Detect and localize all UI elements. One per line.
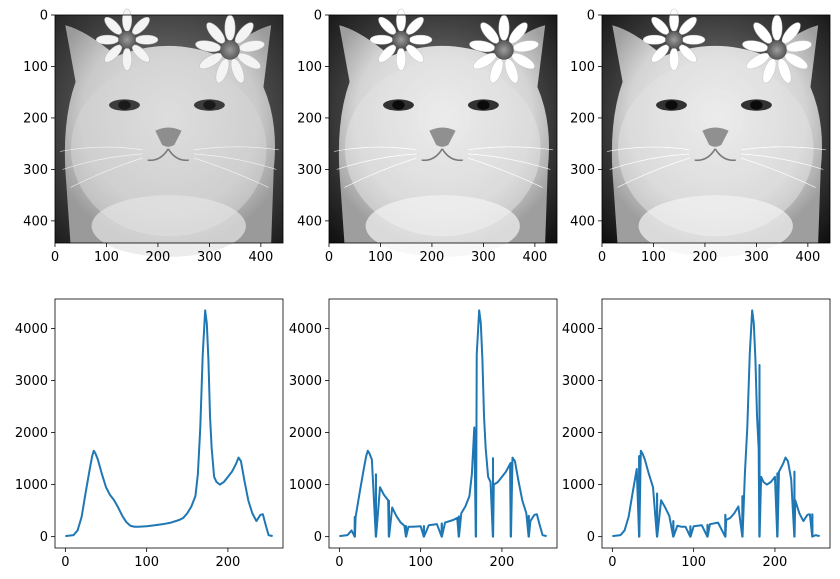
axes-frame: [601, 14, 831, 244]
x-tick-label: 0: [61, 555, 69, 570]
y-tick-label: 200: [297, 111, 322, 126]
x-tick-label: 0: [335, 555, 343, 570]
y-tick-label: 2000: [15, 426, 48, 441]
x-tick-label: 400: [795, 250, 820, 265]
y-tick-label: 300: [570, 163, 595, 178]
axes-frame: [54, 298, 284, 549]
histogram-line: [65, 309, 273, 538]
histogram-line: [339, 309, 547, 538]
y-tick-label: 4000: [15, 322, 48, 337]
x-tick-label: 0: [598, 250, 606, 265]
y-tick-label: 2000: [562, 426, 595, 441]
y-tick-label: 0: [314, 9, 322, 24]
cat-image: [54, 8, 284, 258]
x-tick-label: 200: [216, 555, 241, 570]
y-tick-label: 100: [570, 60, 595, 75]
axes-frame: [54, 14, 284, 244]
histogram-line: [612, 309, 820, 538]
axes-frame: [328, 14, 558, 244]
y-tick-label: 200: [570, 111, 595, 126]
x-tick-label: 200: [693, 250, 718, 265]
x-tick-label: 100: [368, 250, 393, 265]
y-tick-label: 400: [570, 214, 595, 229]
x-tick-label: 200: [763, 555, 788, 570]
x-tick-label: 0: [51, 250, 59, 265]
y-tick-label: 0: [587, 9, 595, 24]
y-tick-label: 4000: [562, 322, 595, 337]
x-tick-label: 200: [146, 250, 171, 265]
x-tick-label: 0: [325, 250, 333, 265]
x-tick-label: 400: [248, 250, 273, 265]
y-tick-label: 1000: [289, 478, 322, 493]
axes-frame: [328, 298, 558, 549]
image-panel-1: 0 100 200 300 400 0 100 200 300 400: [23, 8, 284, 265]
y-tick-label: 1000: [562, 478, 595, 493]
image-panel-3: 0 100 200 300 400 0 100 200 300 400: [570, 8, 831, 265]
y-tick-label: 3000: [289, 374, 322, 389]
x-tick-label: 0: [608, 555, 616, 570]
x-tick-label: 100: [641, 250, 666, 265]
y-tick-label: 1000: [15, 478, 48, 493]
y-tick-label: 100: [297, 60, 322, 75]
y-tick-label: 100: [23, 60, 48, 75]
x-tick-label: 300: [197, 250, 222, 265]
cat-image: [601, 8, 831, 258]
y-tick-label: 3000: [15, 374, 48, 389]
y-tick-label: 0: [40, 9, 48, 24]
x-tick-label: 100: [134, 555, 159, 570]
y-tick-label: 0: [40, 530, 48, 545]
axes-frame: [601, 298, 831, 549]
x-tick-label: 300: [471, 250, 496, 265]
y-tick-label: 300: [297, 163, 322, 178]
y-tick-label: 400: [297, 214, 322, 229]
x-tick-label: 200: [490, 555, 515, 570]
x-tick-label: 200: [420, 250, 445, 265]
image-panel-2: 0 100 200 300 400 0 100 200 300 400: [297, 8, 558, 265]
x-tick-label: 100: [408, 555, 433, 570]
x-tick-label: 300: [744, 250, 769, 265]
y-tick-label: 2000: [289, 426, 322, 441]
x-tick-label: 100: [681, 555, 706, 570]
y-tick-label: 200: [23, 111, 48, 126]
y-tick-label: 4000: [289, 322, 322, 337]
y-tick-label: 3000: [562, 374, 595, 389]
x-tick-label: 100: [94, 250, 119, 265]
cat-image: [328, 8, 558, 258]
x-tick-label: 400: [522, 250, 547, 265]
y-tick-label: 400: [23, 214, 48, 229]
y-tick-label: 300: [23, 163, 48, 178]
y-tick-label: 0: [587, 530, 595, 545]
y-tick-label: 0: [314, 530, 322, 545]
